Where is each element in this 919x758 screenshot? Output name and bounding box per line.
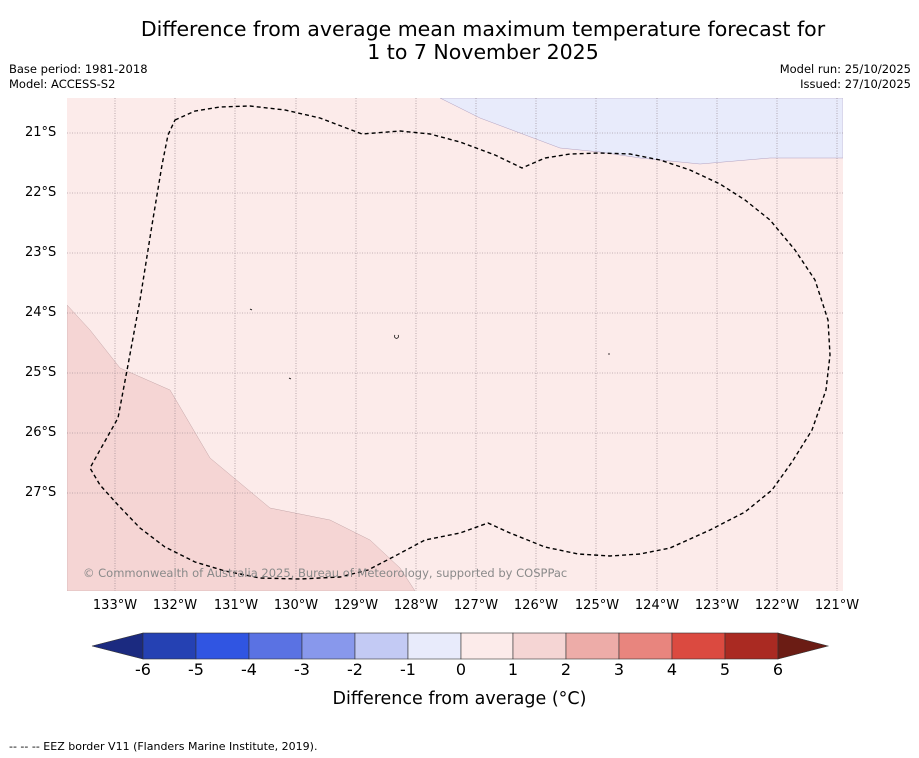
colorbar-swatch [142, 632, 197, 660]
colorbar-tick-label: -3 [294, 660, 310, 679]
lon-label: 128°W [393, 598, 439, 613]
latitude-gridlines [67, 132, 843, 494]
colorbar-tick-label: 5 [719, 660, 731, 679]
lon-label: 132°W [152, 598, 198, 613]
model-name: Model: ACCESS-S2 [9, 77, 116, 91]
colorbar-tick-label: 2 [560, 660, 572, 679]
lat-label: 26°S [25, 425, 57, 440]
colorbar-tick-label: -4 [241, 660, 257, 679]
colorbar-swatch [512, 632, 567, 660]
colorbar-swatch [460, 632, 514, 660]
colorbar-tick-label: -2 [347, 660, 363, 679]
colorbar-swatch [618, 632, 673, 660]
lat-label: 25°S [25, 365, 57, 380]
lat-label: 21°S [25, 125, 57, 140]
colorbar-extend-high [777, 632, 830, 660]
lon-label: 131°W [213, 598, 259, 613]
colorbar-tick-label: 6 [772, 660, 784, 679]
colorbar-tick-label: 1 [507, 660, 519, 679]
colorbar [91, 632, 830, 660]
title-line-2: 1 to 7 November 2025 [367, 40, 599, 64]
colorbar-swatch [565, 632, 620, 660]
right-metadata: Model run: 25/10/2025 Issued: 27/10/2025 [780, 62, 911, 92]
colorbar-tick-label: -1 [400, 660, 416, 679]
lat-label: 27°S [25, 485, 57, 500]
colorbar-tick-label: 0 [455, 660, 467, 679]
colorbar-tick-label: -6 [135, 660, 151, 679]
lon-label: 130°W [273, 598, 319, 613]
lon-label: 125°W [574, 598, 620, 613]
lon-label: 126°W [513, 598, 559, 613]
colorbar-swatch [724, 632, 779, 660]
colorbar-swatch [248, 632, 303, 660]
colorbar-tick-label: 4 [666, 660, 678, 679]
lon-label: 127°W [453, 598, 499, 613]
title-line-1: Difference from average mean maximum tem… [140, 17, 826, 41]
eez-legend-note: -- -- -- EEZ border V11 (Flanders Marine… [9, 740, 318, 753]
longitude-gridlines [114, 98, 838, 591]
eez-border [89, 105, 831, 580]
lat-label: 22°S [25, 185, 57, 200]
left-metadata: Base period: 1981-2018 Model: ACCESS-S2 [9, 62, 148, 92]
lon-label: 129°W [333, 598, 379, 613]
colorbar-swatch [354, 632, 409, 660]
lat-label: 23°S [25, 245, 57, 260]
colorbar-swatch [671, 632, 726, 660]
lat-label: 24°S [25, 305, 57, 320]
copyright-notice: © Commonwealth of Australia 2025, Bureau… [83, 566, 567, 580]
lon-label: 122°W [754, 598, 800, 613]
map-area: © Commonwealth of Australia 2025, Bureau… [67, 98, 843, 591]
lon-label: 121°W [814, 598, 860, 613]
colorbar-tick-label: 3 [613, 660, 625, 679]
lon-label: 124°W [634, 598, 680, 613]
colorbar-title: Difference from average (°C) [332, 689, 587, 709]
model-run: Model run: 25/10/2025 [779, 62, 911, 76]
islands [249, 308, 610, 380]
colorbar-swatch [407, 632, 462, 660]
map-title: Difference from average mean maximum tem… [0, 18, 919, 64]
colorbar-extend-low [91, 632, 144, 660]
region-1-to-2 [67, 304, 416, 591]
lon-label: 133°W [92, 598, 138, 613]
colorbar-swatch [195, 632, 250, 660]
lon-label: 123°W [694, 598, 740, 613]
base-period: Base period: 1981-2018 [9, 62, 148, 76]
issued-date: Issued: 27/10/2025 [800, 77, 911, 91]
colorbar-swatch [301, 632, 356, 660]
colorbar-tick-label: -5 [188, 660, 204, 679]
